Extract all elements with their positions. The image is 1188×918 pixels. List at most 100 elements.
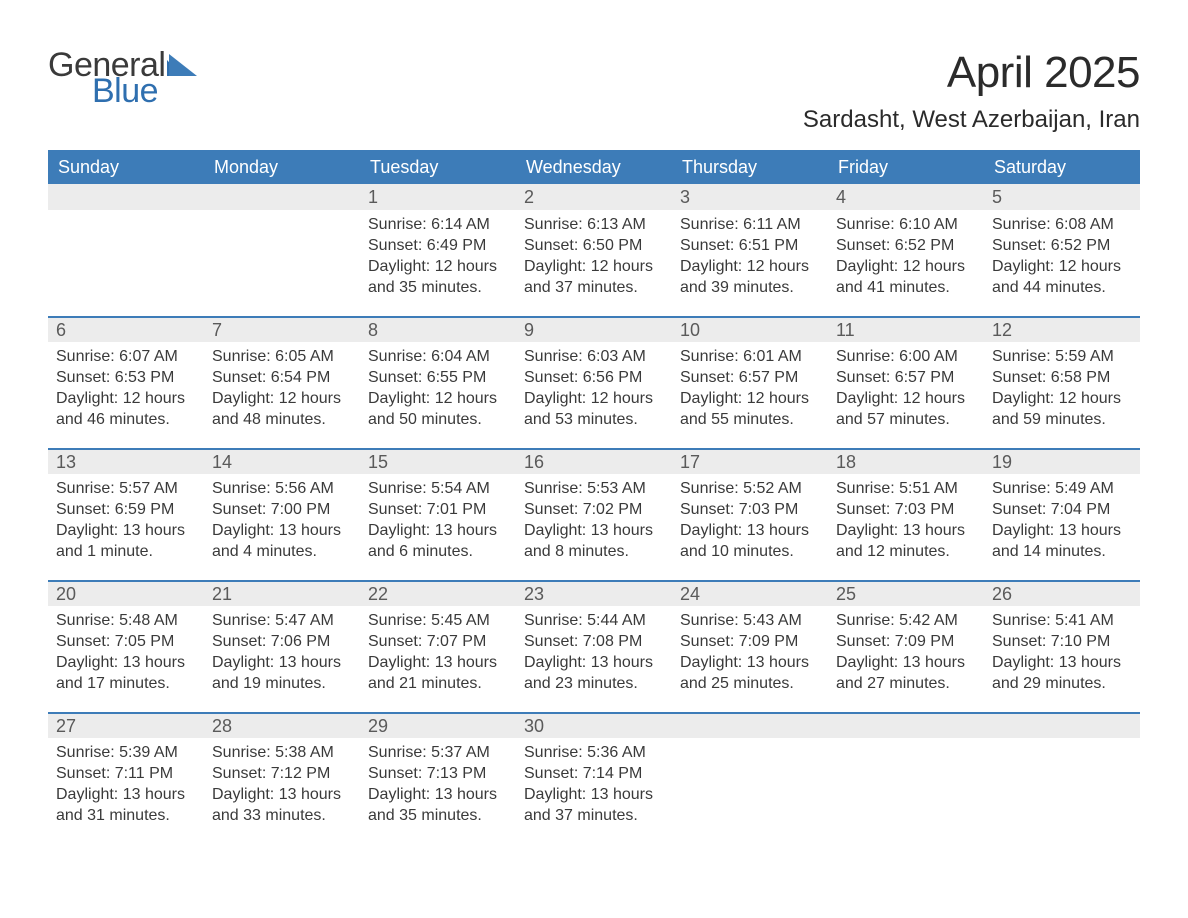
date-number: 23 — [516, 584, 672, 605]
sunrise-text: Sunrise: 5:56 AM — [212, 478, 352, 499]
sunset-text: Sunset: 7:07 PM — [368, 631, 508, 652]
date-number: 11 — [828, 320, 984, 341]
day-cell: Sunrise: 5:54 AMSunset: 7:01 PMDaylight:… — [360, 474, 516, 566]
daylight-text: and 55 minutes. — [680, 409, 820, 430]
sunset-text: Sunset: 6:55 PM — [368, 367, 508, 388]
logo-word2: Blue — [92, 74, 197, 108]
daylight-text: Daylight: 13 hours — [524, 784, 664, 805]
date-number: 17 — [672, 452, 828, 473]
sunset-text: Sunset: 7:13 PM — [368, 763, 508, 784]
cells-row: Sunrise: 5:48 AMSunset: 7:05 PMDaylight:… — [48, 606, 1140, 698]
daylight-text: and 44 minutes. — [992, 277, 1132, 298]
sunrise-text: Sunrise: 5:49 AM — [992, 478, 1132, 499]
daylight-text: Daylight: 13 hours — [212, 520, 352, 541]
sunrise-text: Sunrise: 5:39 AM — [56, 742, 196, 763]
day-cell: Sunrise: 5:59 AMSunset: 6:58 PMDaylight:… — [984, 342, 1140, 434]
day-cell — [828, 738, 984, 830]
week-row: 6789101112Sunrise: 6:07 AMSunset: 6:53 P… — [48, 316, 1140, 434]
daylight-text: and 35 minutes. — [368, 277, 508, 298]
daylight-text: and 59 minutes. — [992, 409, 1132, 430]
sunset-text: Sunset: 6:52 PM — [992, 235, 1132, 256]
day-cell — [984, 738, 1140, 830]
daylight-text: Daylight: 13 hours — [368, 784, 508, 805]
daylight-text: and 12 minutes. — [836, 541, 976, 562]
sunrise-text: Sunrise: 6:14 AM — [368, 214, 508, 235]
header: General Blue April 2025 Sardasht, West A… — [48, 48, 1140, 134]
date-number: 25 — [828, 584, 984, 605]
weekday-heading: Tuesday — [360, 157, 516, 178]
cells-row: Sunrise: 5:39 AMSunset: 7:11 PMDaylight:… — [48, 738, 1140, 830]
daylight-text: and 29 minutes. — [992, 673, 1132, 694]
daylight-text: and 14 minutes. — [992, 541, 1132, 562]
date-number: 20 — [48, 584, 204, 605]
daylight-text: Daylight: 13 hours — [836, 652, 976, 673]
sunset-text: Sunset: 7:06 PM — [212, 631, 352, 652]
day-cell: Sunrise: 5:36 AMSunset: 7:14 PMDaylight:… — [516, 738, 672, 830]
date-number: 1 — [360, 187, 516, 208]
day-cell: Sunrise: 6:13 AMSunset: 6:50 PMDaylight:… — [516, 210, 672, 302]
daylight-text: and 21 minutes. — [368, 673, 508, 694]
date-number: 13 — [48, 452, 204, 473]
location: Sardasht, West Azerbaijan, Iran — [803, 106, 1140, 134]
sunrise-text: Sunrise: 6:03 AM — [524, 346, 664, 367]
sunrise-text: Sunrise: 6:11 AM — [680, 214, 820, 235]
daylight-text: Daylight: 13 hours — [368, 652, 508, 673]
sunset-text: Sunset: 7:04 PM — [992, 499, 1132, 520]
date-number: 29 — [360, 716, 516, 737]
sunrise-text: Sunrise: 6:10 AM — [836, 214, 976, 235]
day-cell: Sunrise: 5:37 AMSunset: 7:13 PMDaylight:… — [360, 738, 516, 830]
daylight-text: Daylight: 12 hours — [524, 256, 664, 277]
sunrise-text: Sunrise: 6:05 AM — [212, 346, 352, 367]
date-number: 8 — [360, 320, 516, 341]
day-cell: Sunrise: 5:52 AMSunset: 7:03 PMDaylight:… — [672, 474, 828, 566]
sunrise-text: Sunrise: 5:51 AM — [836, 478, 976, 499]
daylight-text: and 6 minutes. — [368, 541, 508, 562]
date-row: 27282930 — [48, 712, 1140, 738]
daylight-text: and 8 minutes. — [524, 541, 664, 562]
daylight-text: Daylight: 12 hours — [836, 256, 976, 277]
date-number: 5 — [984, 187, 1140, 208]
daylight-text: Daylight: 13 hours — [212, 652, 352, 673]
daylight-text: Daylight: 12 hours — [680, 388, 820, 409]
date-number: 15 — [360, 452, 516, 473]
daylight-text: Daylight: 13 hours — [56, 520, 196, 541]
day-cell: Sunrise: 5:53 AMSunset: 7:02 PMDaylight:… — [516, 474, 672, 566]
daylight-text: Daylight: 13 hours — [56, 784, 196, 805]
daylight-text: Daylight: 13 hours — [992, 520, 1132, 541]
daylight-text: and 4 minutes. — [212, 541, 352, 562]
day-cell — [204, 210, 360, 302]
sunrise-text: Sunrise: 5:47 AM — [212, 610, 352, 631]
daylight-text: Daylight: 13 hours — [992, 652, 1132, 673]
week-row: 13141516171819Sunrise: 5:57 AMSunset: 6:… — [48, 448, 1140, 566]
date-number: 14 — [204, 452, 360, 473]
daylight-text: Daylight: 13 hours — [368, 520, 508, 541]
sunset-text: Sunset: 6:51 PM — [680, 235, 820, 256]
sunrise-text: Sunrise: 6:07 AM — [56, 346, 196, 367]
daylight-text: Daylight: 12 hours — [368, 388, 508, 409]
date-row: 13141516171819 — [48, 448, 1140, 474]
daylight-text: and 1 minute. — [56, 541, 196, 562]
day-cell: Sunrise: 5:57 AMSunset: 6:59 PMDaylight:… — [48, 474, 204, 566]
day-cell: Sunrise: 5:41 AMSunset: 7:10 PMDaylight:… — [984, 606, 1140, 698]
sunset-text: Sunset: 7:10 PM — [992, 631, 1132, 652]
sunrise-text: Sunrise: 5:41 AM — [992, 610, 1132, 631]
date-row: 6789101112 — [48, 316, 1140, 342]
daylight-text: Daylight: 12 hours — [524, 388, 664, 409]
sunset-text: Sunset: 7:09 PM — [836, 631, 976, 652]
week-row: 12345Sunrise: 6:14 AMSunset: 6:49 PMDayl… — [48, 184, 1140, 302]
week-row: 27282930Sunrise: 5:39 AMSunset: 7:11 PMD… — [48, 712, 1140, 830]
day-cell: Sunrise: 5:42 AMSunset: 7:09 PMDaylight:… — [828, 606, 984, 698]
date-number: 27 — [48, 716, 204, 737]
daylight-text: and 37 minutes. — [524, 277, 664, 298]
sunset-text: Sunset: 6:54 PM — [212, 367, 352, 388]
sunrise-text: Sunrise: 5:54 AM — [368, 478, 508, 499]
cells-row: Sunrise: 6:07 AMSunset: 6:53 PMDaylight:… — [48, 342, 1140, 434]
sunrise-text: Sunrise: 6:04 AM — [368, 346, 508, 367]
day-cell: Sunrise: 6:14 AMSunset: 6:49 PMDaylight:… — [360, 210, 516, 302]
sunset-text: Sunset: 6:59 PM — [56, 499, 196, 520]
date-number: 28 — [204, 716, 360, 737]
day-cell: Sunrise: 6:00 AMSunset: 6:57 PMDaylight:… — [828, 342, 984, 434]
weekday-heading: Sunday — [48, 157, 204, 178]
sunset-text: Sunset: 7:09 PM — [680, 631, 820, 652]
day-cell: Sunrise: 6:04 AMSunset: 6:55 PMDaylight:… — [360, 342, 516, 434]
